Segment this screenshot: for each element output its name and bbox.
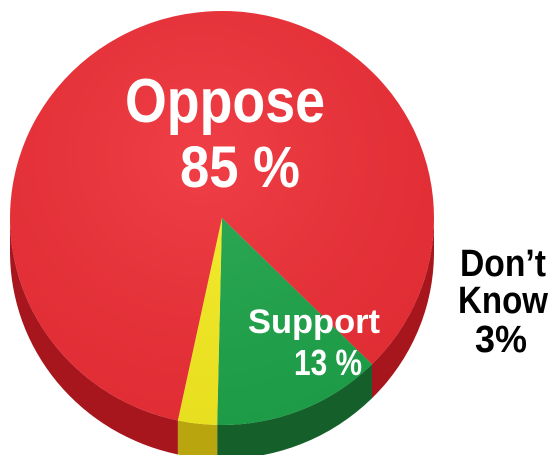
pie-top-group (9, 11, 434, 425)
slice-value-oppose: 85 % (180, 135, 300, 200)
pie-side-dont-know (177, 420, 218, 455)
pie-sheen (10, 11, 434, 425)
pie-side-oppose (10, 218, 178, 455)
dont-know-label-line: Know (458, 280, 548, 322)
slice-label-oppose: Oppose (125, 67, 325, 136)
pie-side-support (217, 364, 372, 455)
slice-value-support: 13 % (294, 342, 362, 383)
slice-label-support: Support (248, 303, 380, 341)
dont-know-label-line: Don’t (460, 243, 546, 285)
pie-label-group: Oppose 85 % Support 13 % Don’t Know 3% (125, 67, 548, 383)
pie-side-oppose (371, 218, 434, 399)
slice-label-dont-know: Don’t Know (458, 243, 548, 322)
pie-side-group (10, 218, 434, 455)
slice-value-dont-know: 3% (475, 319, 527, 361)
